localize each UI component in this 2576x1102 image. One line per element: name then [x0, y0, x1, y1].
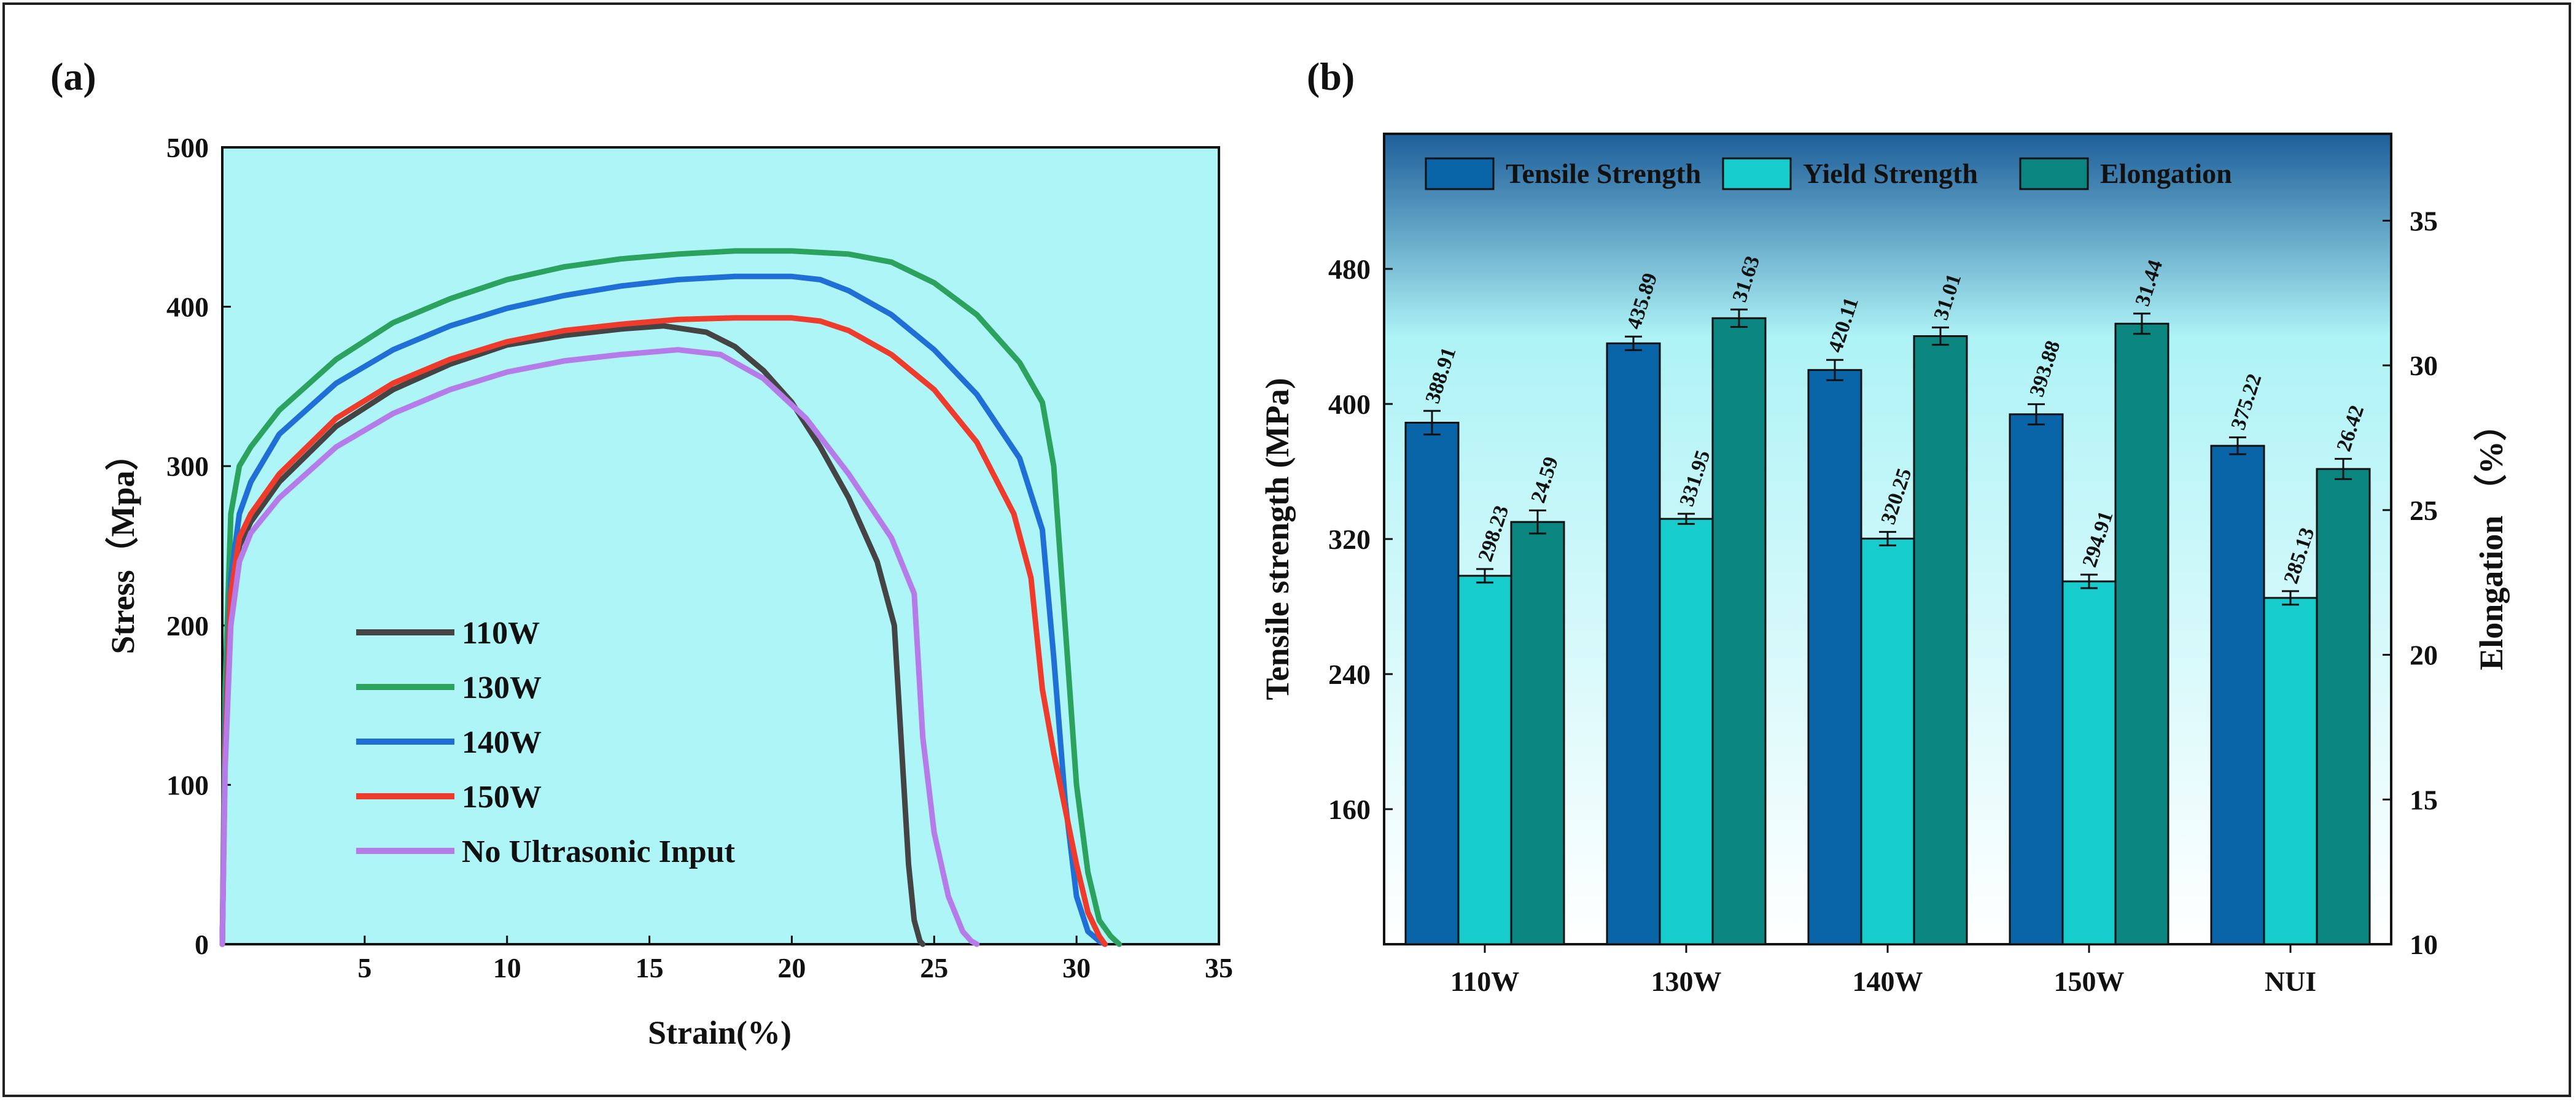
plot-a-xtick-label: 5 — [357, 952, 372, 984]
plot-b-y2tick-label: 10 — [2410, 929, 2438, 960]
plot-a-xlabel: Strain(%) — [648, 1014, 792, 1051]
plot-b-xtick-label: 130W — [1651, 966, 1722, 997]
plot-b-xtick-label: 110W — [1450, 966, 1519, 997]
legend-label: Elongation — [2100, 158, 2232, 189]
plot-a-ytick-label: 200 — [166, 610, 209, 642]
bar-elongation — [2316, 468, 2371, 945]
legend-label: Yield Strength — [1803, 158, 1978, 189]
plot-a-xtick-label: 10 — [493, 952, 521, 984]
legend-swatch — [1425, 157, 1495, 190]
legend-label: 140W — [462, 725, 542, 760]
plot-b-ticks: 160 240 320 400 480 10 15 20 25 30 35 110W 130W 140W 1… — [1328, 205, 2438, 997]
plot-b-ytick-label: 160 — [1328, 794, 1371, 825]
plot-a-ylabel: Stress（Mpa） — [104, 437, 141, 654]
panel-b-label: (b) — [1307, 55, 1355, 98]
bar-elongation — [1510, 521, 1565, 945]
plot-a-xtick-label: 35 — [1205, 952, 1233, 984]
legend-swatch — [2019, 157, 2089, 190]
plot-a-xtick-label: 15 — [636, 952, 664, 984]
plot-a-ticks: 5 10 15 20 25 30 35 0 100 200 300 400 500 — [166, 132, 1233, 984]
series-line-130w — [219, 248, 1123, 947]
plot-a-xtick-label: 25 — [920, 952, 948, 984]
legend-label: 130W — [462, 670, 542, 705]
plot-b-y2label: Elongation （%） — [2473, 408, 2510, 670]
bar-tensile-strength — [1404, 421, 1460, 945]
plot-b-y2tick-label: 15 — [2410, 784, 2438, 815]
plot-a-ytick-label: 100 — [166, 769, 209, 801]
plot-b-xtick-label: NUI — [2265, 966, 2316, 997]
plot-a-ytick-label: 0 — [195, 929, 209, 960]
bar-elongation — [1913, 335, 1968, 945]
legend-label: 150W — [462, 780, 542, 815]
legend-swatch — [1722, 157, 1792, 190]
plot-a-ytick-label: 400 — [166, 292, 209, 323]
plot-b-ytick-label: 320 — [1328, 524, 1371, 555]
bar-tensile-strength — [1606, 342, 1661, 945]
plot-a-xtick-label: 20 — [777, 952, 806, 984]
bar-tensile-strength — [1807, 369, 1862, 945]
plot-a-series — [219, 248, 1123, 947]
plot-a-xtick-label: 30 — [1062, 952, 1091, 984]
plot-b-ytick-label: 240 — [1328, 659, 1371, 690]
bar-tensile-strength — [2210, 444, 2265, 945]
panel-a-label: (a) — [50, 55, 96, 98]
bar-elongation — [1711, 317, 1767, 945]
plot-b-y2tick-label: 35 — [2410, 205, 2438, 236]
bar-yield-strength — [1860, 537, 1915, 945]
legend-label: No Ultrasonic Input — [462, 834, 736, 869]
series-line-110w — [219, 323, 926, 947]
plot-a-ytick-label: 500 — [166, 132, 209, 163]
plot-a-legend: 110W 130W 140W 150W No Ultrasonic Input — [356, 616, 736, 869]
bar-yield-strength — [2061, 580, 2117, 945]
legend-label: Tensile Strength — [1506, 158, 1701, 189]
plot-b-ytick-label: 400 — [1328, 389, 1371, 420]
bar-tensile-strength — [2009, 413, 2064, 945]
bar-yield-strength — [2263, 597, 2318, 945]
bar-yield-strength — [1457, 575, 1512, 945]
plot-b-y2tick-label: 30 — [2410, 350, 2438, 381]
plot-b-xtick-label: 140W — [1853, 966, 1923, 997]
plot-b-ytick-label: 480 — [1328, 254, 1371, 285]
legend-label: 110W — [462, 616, 540, 651]
series-line-140w — [219, 273, 1108, 947]
bar-yield-strength — [1659, 518, 1714, 945]
plot-a-ytick-label: 300 — [166, 451, 209, 482]
series-line-150w — [219, 315, 1108, 947]
plot-b-legend: Tensile Strength Yield Strength Elongation — [1425, 157, 2232, 190]
plot-b-ylabel: Tensile strength (MPa) — [1259, 378, 1296, 700]
plot-b-y2tick-label: 25 — [2410, 495, 2438, 526]
plot-b-y2tick-label: 20 — [2410, 640, 2438, 671]
series-line-no-ultrasonic-input — [219, 347, 980, 947]
bar-elongation — [2114, 322, 2169, 945]
plot-a-area — [221, 146, 1220, 945]
plot-b-xtick-label: 150W — [2054, 966, 2125, 997]
